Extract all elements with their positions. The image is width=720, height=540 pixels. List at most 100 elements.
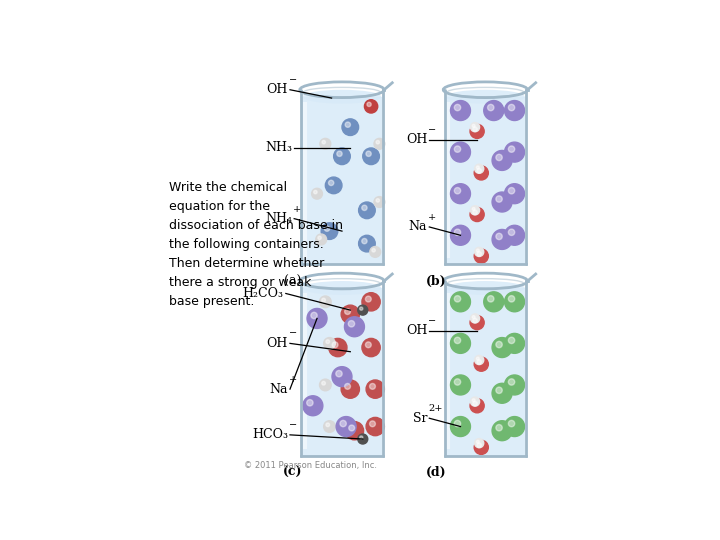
Ellipse shape (302, 281, 382, 295)
Circle shape (454, 146, 461, 152)
Circle shape (336, 416, 356, 436)
Polygon shape (446, 288, 525, 456)
Circle shape (492, 151, 512, 171)
Circle shape (325, 177, 342, 194)
Circle shape (474, 249, 488, 263)
Text: −: − (289, 76, 297, 85)
Polygon shape (302, 97, 382, 265)
Circle shape (496, 233, 503, 240)
Circle shape (477, 252, 482, 256)
Text: HCO₃: HCO₃ (252, 428, 288, 441)
Circle shape (474, 440, 488, 454)
Circle shape (366, 151, 372, 157)
Circle shape (324, 421, 336, 433)
Circle shape (454, 229, 461, 235)
Circle shape (332, 342, 338, 348)
Circle shape (366, 380, 384, 399)
Circle shape (477, 360, 482, 365)
Circle shape (358, 305, 368, 315)
Circle shape (508, 146, 515, 152)
Circle shape (336, 370, 342, 377)
Circle shape (474, 247, 484, 256)
Circle shape (366, 296, 372, 302)
Circle shape (473, 210, 477, 214)
Circle shape (508, 337, 515, 343)
Circle shape (505, 225, 524, 245)
Text: Sr: Sr (413, 411, 427, 425)
Circle shape (451, 225, 470, 245)
Polygon shape (302, 288, 382, 456)
Circle shape (508, 379, 515, 385)
Circle shape (362, 293, 380, 311)
Circle shape (470, 399, 484, 413)
Circle shape (454, 420, 461, 427)
Circle shape (344, 317, 364, 337)
Text: (b): (b) (426, 275, 447, 288)
Ellipse shape (446, 281, 525, 295)
Circle shape (326, 340, 330, 343)
Text: NH₃: NH₃ (265, 141, 292, 154)
Circle shape (320, 296, 331, 308)
Circle shape (359, 235, 375, 252)
Circle shape (505, 333, 524, 353)
Circle shape (508, 420, 515, 427)
Circle shape (473, 127, 477, 131)
Circle shape (358, 434, 368, 444)
Circle shape (345, 383, 351, 389)
Circle shape (374, 197, 384, 207)
Circle shape (470, 314, 480, 323)
Circle shape (505, 416, 524, 436)
Text: −: − (428, 317, 436, 326)
Circle shape (328, 339, 347, 357)
Circle shape (477, 249, 480, 252)
Circle shape (451, 184, 470, 204)
Circle shape (376, 199, 379, 202)
Circle shape (472, 315, 475, 319)
Circle shape (470, 207, 484, 221)
Circle shape (474, 438, 484, 448)
Circle shape (474, 357, 488, 371)
Circle shape (508, 187, 515, 194)
Circle shape (360, 307, 363, 310)
Circle shape (318, 236, 321, 240)
Circle shape (322, 140, 325, 144)
Circle shape (492, 192, 512, 212)
Text: H₂CO₃: H₂CO₃ (243, 287, 284, 300)
Circle shape (341, 380, 359, 399)
Circle shape (473, 401, 477, 406)
Circle shape (454, 379, 461, 385)
Circle shape (451, 375, 470, 395)
Circle shape (492, 230, 512, 249)
Circle shape (316, 234, 327, 245)
Circle shape (477, 440, 480, 443)
Circle shape (367, 102, 372, 106)
Circle shape (505, 142, 524, 162)
Circle shape (322, 298, 325, 302)
Circle shape (337, 151, 342, 157)
Circle shape (487, 295, 494, 302)
Circle shape (508, 295, 515, 302)
Circle shape (328, 180, 334, 186)
Circle shape (492, 383, 512, 403)
Circle shape (492, 338, 512, 357)
Circle shape (369, 383, 375, 389)
Circle shape (326, 423, 330, 427)
Circle shape (341, 305, 359, 323)
Text: −: − (428, 126, 436, 134)
Circle shape (314, 190, 317, 194)
Circle shape (320, 379, 331, 391)
Circle shape (360, 436, 363, 439)
Circle shape (492, 421, 512, 441)
Text: Na: Na (269, 383, 288, 396)
Text: +: + (289, 375, 297, 384)
Circle shape (342, 119, 359, 136)
Circle shape (333, 148, 351, 165)
Circle shape (340, 420, 346, 427)
Circle shape (496, 424, 503, 431)
Circle shape (322, 381, 325, 385)
Text: © 2011 Pearson Education, Inc.: © 2011 Pearson Education, Inc. (244, 461, 377, 470)
Circle shape (451, 416, 470, 436)
Text: OH: OH (406, 133, 427, 146)
Circle shape (472, 207, 475, 211)
Circle shape (496, 387, 503, 394)
